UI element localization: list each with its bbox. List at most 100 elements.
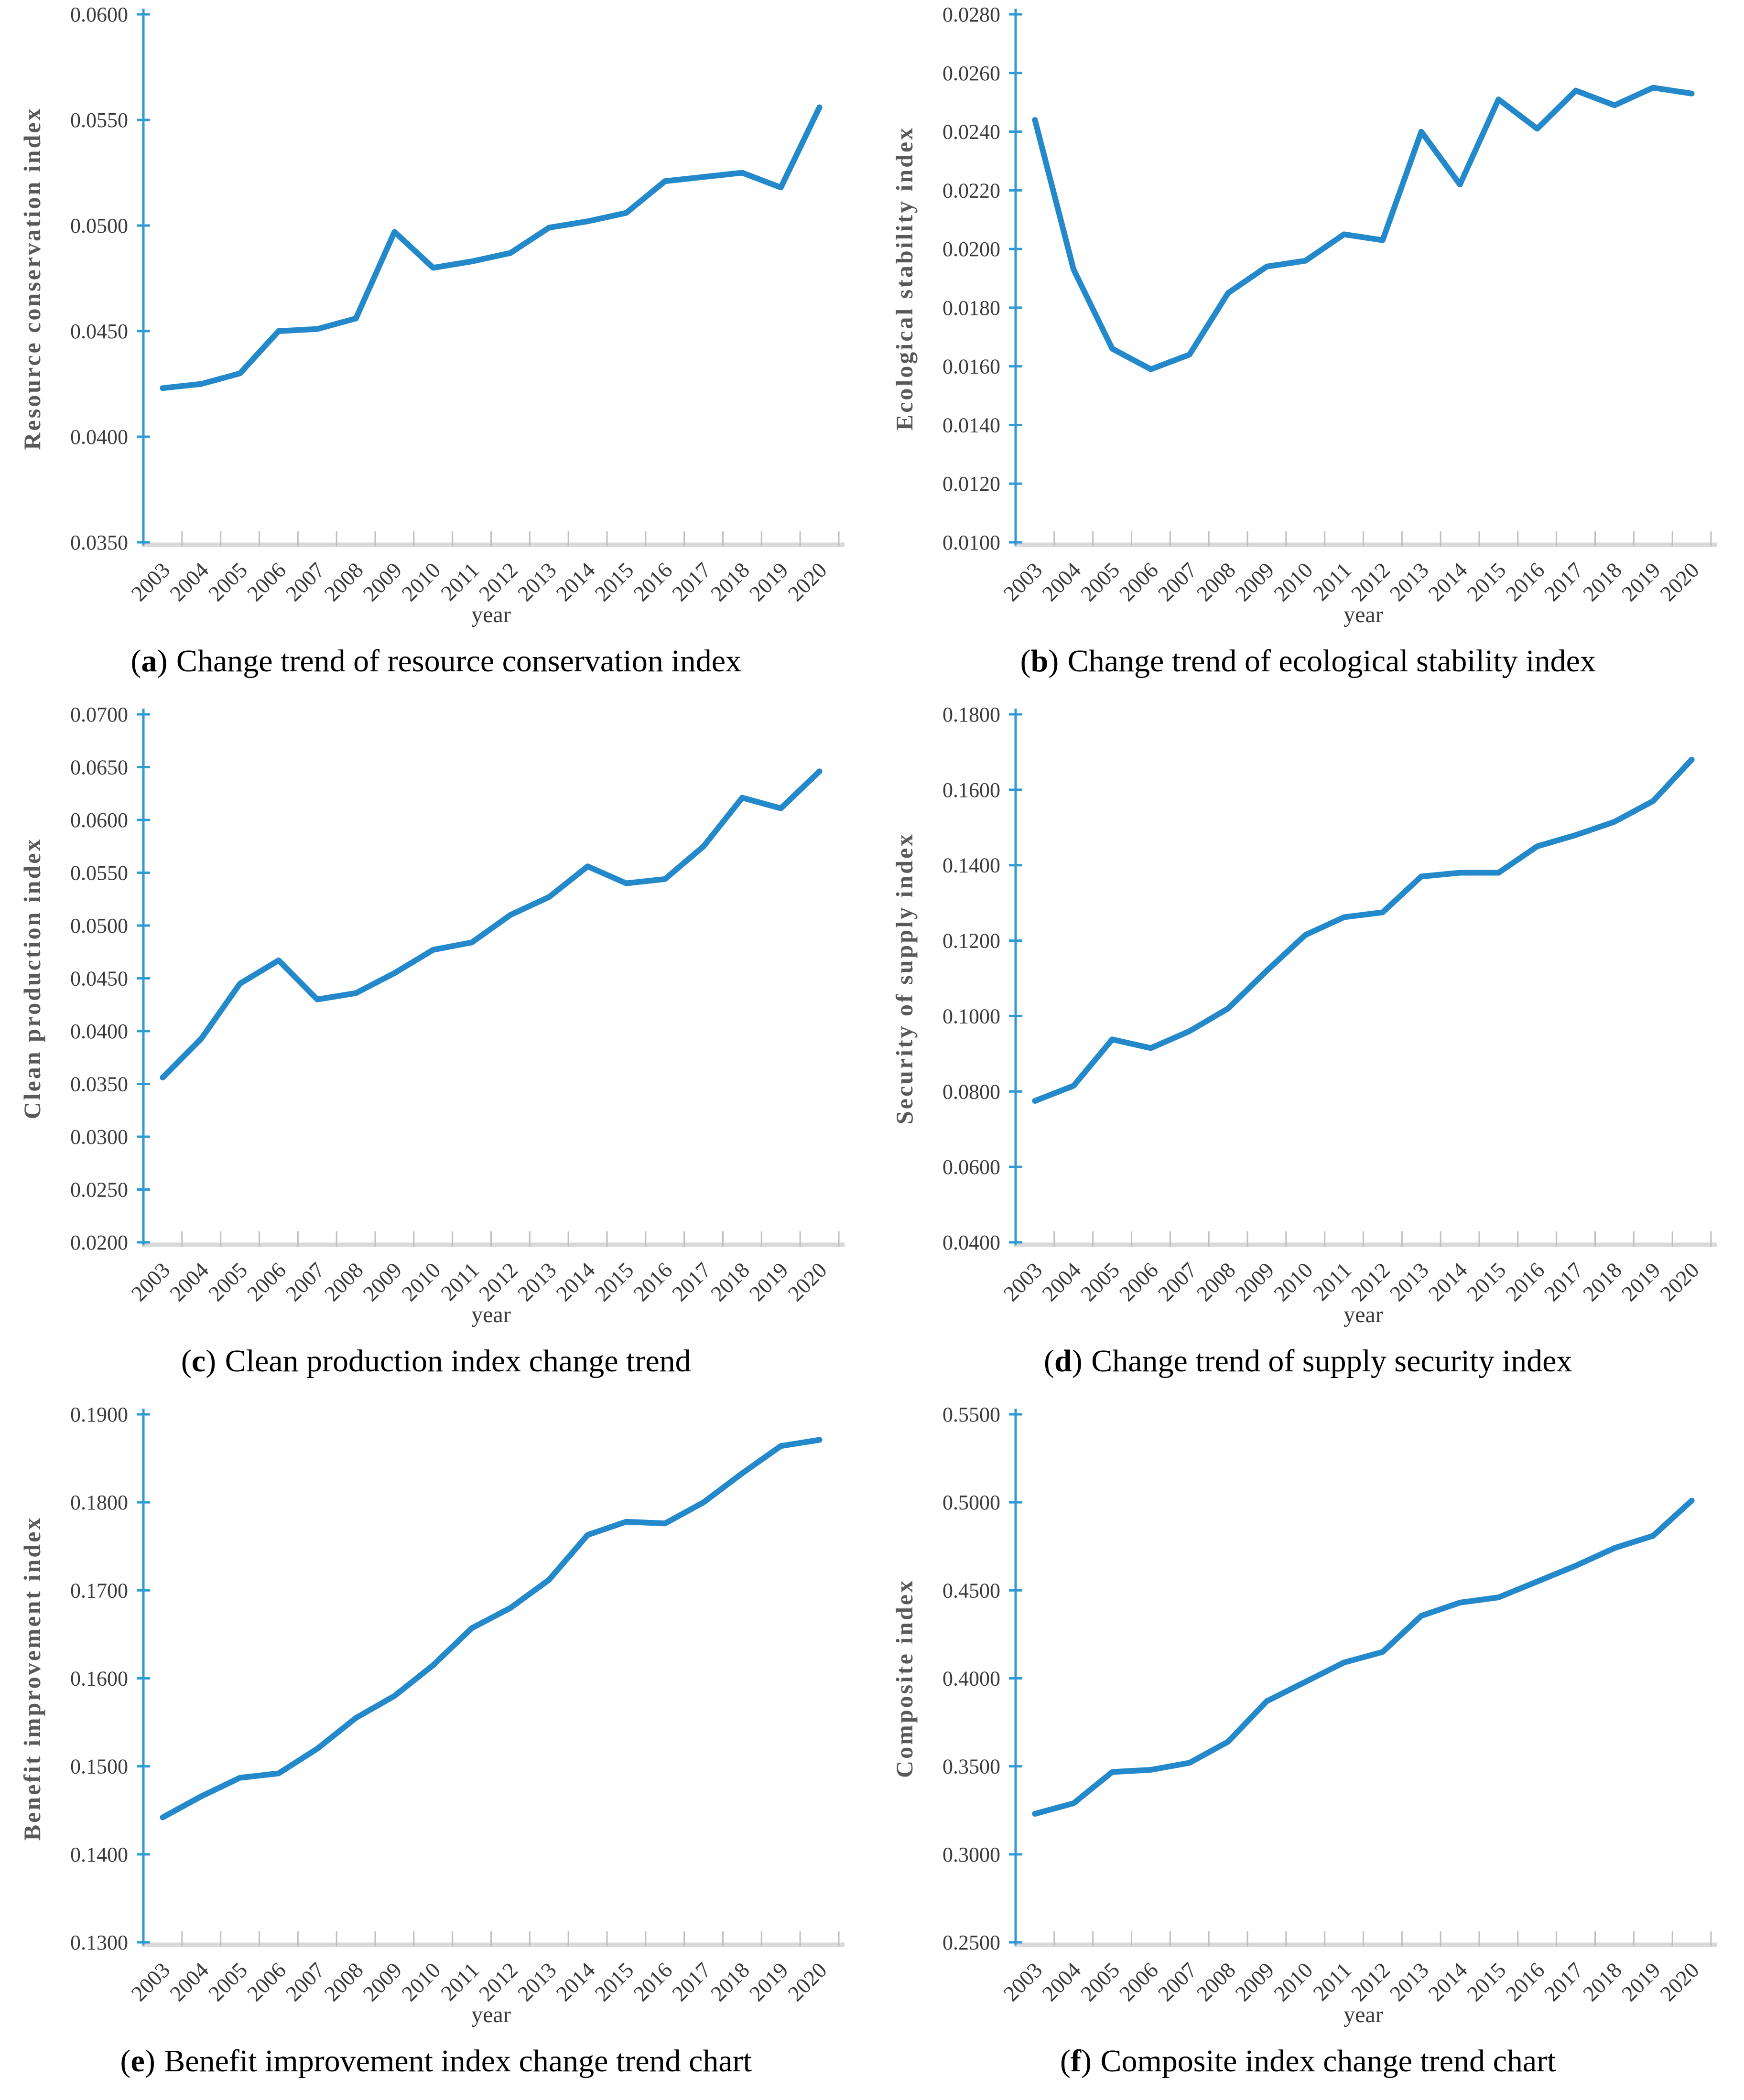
x-tick-label-group: 2007 <box>281 1958 329 2006</box>
x-tick-label-group: 2010 <box>397 558 445 606</box>
x-tick-label: 2013 <box>1385 1958 1433 2006</box>
y-axis-title: Clean production index <box>19 838 45 1120</box>
y-tick-label: 0.0120 <box>942 472 1000 495</box>
x-tick-label: 2019 <box>1616 1958 1665 2006</box>
x-tick-label: 2015 <box>590 1258 639 1306</box>
x-tick-label: 2018 <box>1578 1258 1626 1306</box>
y-tick-label: 0.0600 <box>70 3 128 26</box>
x-tick-label-group: 2005 <box>1076 1958 1124 2006</box>
chart-panel-c: 0.0200 0.0250 0.0300 0.0350 0.0400 0.0450 0.05… <box>0 700 872 1400</box>
x-tick-label: 2008 <box>1192 1258 1240 1306</box>
x-tick-label: 2016 <box>628 1258 677 1306</box>
x-tick-label: 2017 <box>1539 558 1588 606</box>
caption-letter: a <box>141 644 157 678</box>
x-tick-label-group: 2005 <box>1076 558 1124 606</box>
x-tick-label: 2012 <box>1346 1958 1395 2006</box>
y-tick-label: 0.0350 <box>70 1073 128 1096</box>
ecological-stability-chart: 0.0100 0.0120 0.0140 0.0160 0.0180 0.0200 0.02… <box>891 3 1717 627</box>
x-tick-label: 2004 <box>165 1958 213 2006</box>
x-tick-label: 2011 <box>436 1258 484 1305</box>
x-tick-label-group: 2010 <box>1269 1958 1317 2006</box>
x-tick-label-group: 2009 <box>1230 1958 1278 2006</box>
x-tick-label: 2005 <box>1076 1258 1124 1306</box>
x-tick-label: 2020 <box>1655 558 1703 606</box>
y-tick-label: 0.5000 <box>942 1491 1000 1514</box>
caption-paren-open: ( <box>1020 644 1031 678</box>
x-tick-label: 2010 <box>1269 558 1317 606</box>
x-tick-label: 2012 <box>1346 1258 1395 1306</box>
x-tick-label: 2012 <box>474 558 522 606</box>
x-tick-label: 2011 <box>436 1958 484 2005</box>
x-tick-label: 2005 <box>204 1958 252 2006</box>
chart-panel-f: 0.2500 0.3000 0.3500 0.4000 0.4500 0.5000 0.55… <box>872 1400 1744 2100</box>
x-tick-label: 2007 <box>1153 558 1201 606</box>
x-tick-label-group: 2009 <box>1230 1258 1278 1306</box>
caption-paren-open: ( <box>120 2044 131 2078</box>
caption-letter: c <box>191 1344 206 1378</box>
x-tick-label-group: 2012 <box>1346 1258 1395 1306</box>
chart-caption-b: (b) Change trend of ecological stability … <box>1020 644 1596 679</box>
x-tick-label: 2004 <box>165 558 213 606</box>
x-tick-label: 2006 <box>1115 1958 1163 2006</box>
y-tick-label: 0.0500 <box>70 914 128 937</box>
x-tick-label: 2008 <box>320 1958 368 2006</box>
y-tick-label: 0.0180 <box>942 296 1000 320</box>
caption-letter: e <box>130 2044 145 2078</box>
caption-text: Change trend of ecological stability ind… <box>1067 644 1596 678</box>
y-tick-label: 0.4000 <box>942 1667 1000 1691</box>
x-tick-label: 2019 <box>1616 558 1665 606</box>
x-tick-label-group: 2012 <box>474 1258 522 1306</box>
x-tick-label: 2012 <box>1346 558 1395 606</box>
y-tick-label: 0.0200 <box>70 1231 128 1254</box>
x-tick-label: 2006 <box>1115 558 1163 606</box>
x-tick-label-group: 2004 <box>1037 1958 1085 2006</box>
x-tick-label: 2003 <box>127 1958 175 2006</box>
x-tick-label: 2009 <box>358 558 407 606</box>
x-tick-label-group: 2004 <box>1037 558 1085 606</box>
caption-paren-close: ) <box>1048 644 1059 678</box>
x-tick-label-group: 2019 <box>1616 1958 1665 2006</box>
x-tick-label: 2016 <box>1501 558 1549 606</box>
x-tick-label: 2006 <box>242 1258 291 1306</box>
x-tick-label-group: 2009 <box>1230 558 1278 606</box>
x-tick-label: 2009 <box>1230 1258 1278 1306</box>
x-tick-label-group: 2017 <box>667 1958 715 2006</box>
x-tick-label-group: 2007 <box>1153 1258 1201 1306</box>
x-tick-label: 2010 <box>1269 1958 1317 2006</box>
x-tick-label: 2013 <box>1385 558 1433 606</box>
x-tick-label: 2011 <box>1308 1958 1356 2005</box>
caption-text: Composite index change trend chart <box>1100 2044 1556 2078</box>
x-tick-label: 2012 <box>474 1258 522 1306</box>
caption-paren-close: ) <box>1072 1344 1083 1378</box>
x-tick-label: 2009 <box>358 1258 407 1306</box>
x-tick-label-group: 2014 <box>552 558 600 606</box>
x-tick-label: 2016 <box>628 558 677 606</box>
x-tick-label: 2013 <box>513 1958 561 2006</box>
supply-security-chart: 0.0400 0.0600 0.0800 0.1000 0.1200 0.1400 0.16… <box>891 703 1717 1327</box>
x-tick-label: 2010 <box>397 558 445 606</box>
x-tick-label: 2010 <box>397 1258 445 1306</box>
x-tick-label: 2007 <box>281 1258 329 1306</box>
y-tick-label: 0.0650 <box>70 756 128 779</box>
chart-panel-a: 0.0350 0.0400 0.0450 0.0500 0.0550 0.0600 2003… <box>0 0 872 700</box>
x-tick-label-group: 2003 <box>127 1258 175 1306</box>
y-tick-label: 0.0350 <box>70 531 128 554</box>
y-axis-title-group: Ecological stability index <box>891 126 918 431</box>
x-tick-label: 2020 <box>783 1958 832 2006</box>
x-tick-label-group: 2018 <box>1578 1258 1626 1306</box>
x-tick-label-group: 2008 <box>320 1958 368 2006</box>
x-tick-label-group: 2016 <box>1501 1958 1549 2006</box>
x-tick-label-group: 2015 <box>1462 1258 1510 1306</box>
x-tick-label-group: 2020 <box>1655 558 1703 606</box>
y-axis-title-group: Security of supply index <box>891 832 918 1124</box>
x-tick-label: 2004 <box>1037 558 1085 606</box>
caption-letter: b <box>1030 644 1049 678</box>
x-tick-label-group: 2007 <box>1153 558 1201 606</box>
x-tick-label: 2017 <box>1539 1958 1588 2006</box>
y-tick-label: 0.1400 <box>70 1843 128 1866</box>
y-tick-label: 0.0700 <box>70 703 128 726</box>
caption-paren-open: ( <box>181 1344 192 1378</box>
y-tick-label: 0.0100 <box>942 531 1000 554</box>
x-tick-label: 2016 <box>1501 1958 1549 2006</box>
y-tick-label: 0.1000 <box>942 1004 1000 1028</box>
